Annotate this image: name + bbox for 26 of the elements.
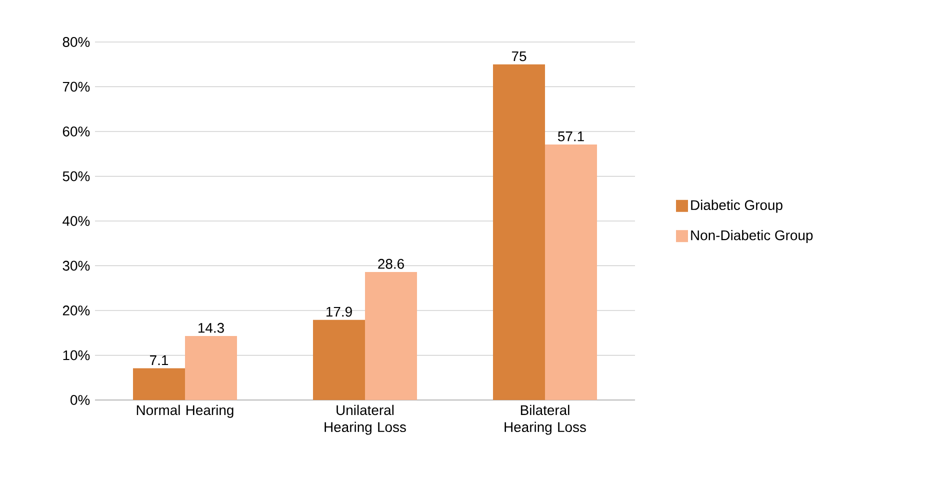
data-label: 14.3 [198, 322, 224, 333]
y-tick-label: 10% [63, 350, 90, 360]
x-tick-label: Unilateral Hearing Loss [324, 404, 406, 435]
bar [365, 272, 418, 400]
data-label: 75 [512, 51, 526, 62]
data-label: 17.9 [326, 306, 352, 317]
x-tick-label: Bilateral Hearing Loss [504, 404, 586, 435]
bar [493, 64, 546, 400]
data-label: 7.1 [150, 355, 168, 366]
bar [133, 368, 186, 400]
y-tick-label: 0% [70, 395, 90, 405]
bar [545, 144, 598, 400]
data-label: 57.1 [558, 132, 584, 142]
y-tick-label: 70% [62, 82, 90, 92]
data-label: 28.6 [378, 258, 404, 269]
y-tick-label: 20% [62, 306, 90, 316]
y-tick-label: 60% [62, 126, 90, 136]
bar [313, 320, 366, 400]
y-tick-label: 50% [62, 171, 90, 182]
y-tick-label: 80% [62, 37, 90, 47]
legend-label: Non-Diabetic Group [691, 230, 813, 243]
bar [185, 336, 238, 400]
y-tick-label: 30% [62, 260, 90, 271]
y-tick-label: 40% [62, 216, 90, 226]
x-tick-label: Normal Hearing [136, 404, 234, 418]
legend-label: Diabetic Group [691, 200, 782, 213]
